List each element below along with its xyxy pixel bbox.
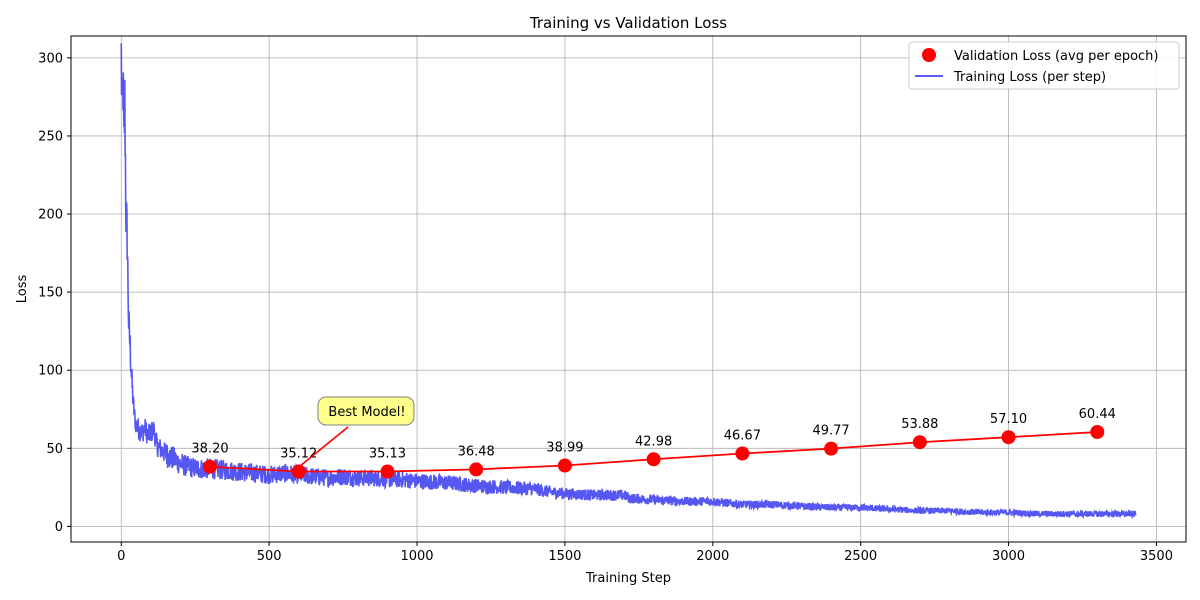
validation-point (380, 464, 395, 479)
validation-data-label: 60.44 (1079, 407, 1116, 422)
validation-point (912, 435, 927, 450)
validation-point (203, 459, 218, 474)
x-axis-title: Training Step (585, 571, 671, 586)
x-tick-label: 0 (117, 549, 125, 564)
annotation-text: Best Model! (328, 405, 405, 420)
x-tick-label: 2000 (696, 549, 729, 564)
training-loss-line (120, 43, 1137, 520)
training-loss-series (120, 43, 1137, 520)
y-tick-label: 150 (38, 286, 63, 301)
validation-data-label: 57.10 (990, 412, 1027, 427)
legend: Validation Loss (avg per epoch) Training… (908, 41, 1180, 90)
best-model-annotation: Best Model! (300, 396, 415, 467)
x-tick-label: 3500 (1140, 549, 1173, 564)
validation-data-label: 35.12 (280, 447, 317, 462)
legend-label-validation: Validation Loss (avg per epoch) (954, 49, 1158, 64)
legend-marker-validation (922, 48, 936, 62)
validation-point (735, 446, 750, 461)
y-tick-label: 300 (38, 51, 63, 66)
x-axis-ticks: 0 500 1000 1500 2000 2500 3000 3500 (117, 542, 1173, 564)
legend-box (908, 41, 1180, 90)
validation-point (557, 458, 572, 473)
validation-point (1001, 430, 1016, 445)
validation-data-label: 46.67 (724, 428, 761, 443)
annotation-arrow (300, 426, 349, 467)
validation-point (646, 452, 661, 467)
y-axis-ticks: 0 50 100 150 200 250 300 (38, 51, 71, 535)
y-axis-title: Loss (15, 275, 30, 304)
y-tick-label: 50 (46, 442, 63, 457)
validation-data-label: 53.88 (901, 417, 938, 432)
y-tick-label: 100 (38, 364, 63, 379)
y-tick-label: 0 (55, 520, 63, 535)
annotation-box (317, 396, 415, 426)
plot-frame (70, 35, 1187, 543)
legend-label-training: Training Loss (per step) (953, 70, 1106, 85)
x-tick-label: 1000 (400, 549, 433, 564)
x-tick-label: 3000 (992, 549, 1025, 564)
y-tick-label: 200 (38, 208, 63, 223)
x-tick-label: 500 (257, 549, 282, 564)
validation-point (291, 464, 306, 479)
x-tick-label: 1500 (548, 549, 581, 564)
validation-data-label: 35.13 (369, 447, 406, 462)
validation-data-label: 38.99 (546, 440, 583, 455)
validation-data-labels: 38.20 35.12 35.13 36.48 38.99 42.98 46.67 49.77… (191, 407, 1115, 462)
grid (71, 36, 1186, 542)
chart-title: Training vs Validation Loss (529, 14, 727, 32)
validation-loss-series (203, 424, 1105, 479)
validation-data-label: 36.48 (458, 444, 495, 459)
validation-data-label: 49.77 (812, 424, 849, 439)
validation-point (469, 462, 484, 477)
validation-data-label: 42.98 (635, 434, 672, 449)
y-tick-label: 250 (38, 129, 63, 144)
x-tick-label: 2500 (844, 549, 877, 564)
validation-data-label: 38.20 (191, 442, 228, 457)
validation-point (1090, 424, 1105, 439)
validation-point (824, 441, 839, 456)
